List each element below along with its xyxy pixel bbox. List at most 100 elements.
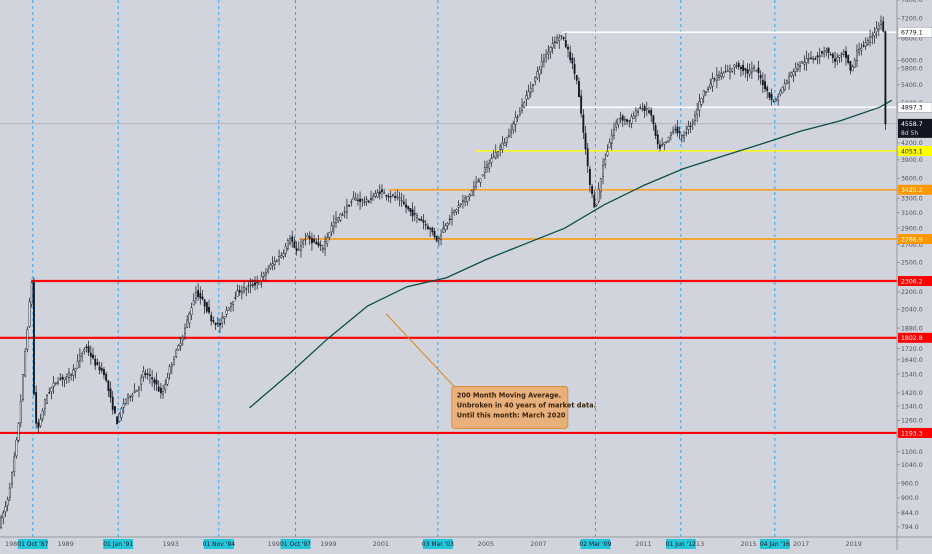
candle-body <box>339 213 342 221</box>
y-tick-label: 794.0 <box>901 524 919 531</box>
candle-body <box>492 156 495 159</box>
candle-body <box>13 456 16 473</box>
candle-body <box>81 353 84 357</box>
candle-body <box>621 115 624 121</box>
candle-body <box>462 200 464 203</box>
candle-body <box>711 78 714 87</box>
candle-body <box>422 220 425 223</box>
price-tag-2766.9 <box>898 234 932 245</box>
event-date-tag <box>103 539 134 549</box>
candle-body <box>810 57 812 59</box>
candle-body <box>591 186 594 195</box>
candle-body <box>742 64 745 72</box>
candle-body <box>691 121 694 124</box>
candle-body <box>214 322 217 326</box>
candle-body <box>356 199 359 201</box>
candle-body <box>192 300 195 306</box>
candle-body <box>8 487 11 498</box>
candle-body <box>722 72 725 77</box>
candle-body <box>630 116 633 124</box>
candle-body <box>656 134 659 145</box>
candle-body <box>83 348 86 352</box>
candle-body <box>429 228 432 230</box>
candle-body <box>273 260 276 265</box>
candle-body <box>820 51 823 54</box>
candle-body <box>735 65 738 67</box>
candle-body <box>440 234 442 240</box>
y-tick-label: 1720.0 <box>901 346 923 353</box>
candle-body <box>575 74 578 81</box>
candle-body <box>326 237 329 244</box>
candle-body <box>619 117 622 120</box>
event-date-tag <box>280 539 311 549</box>
candle-body <box>764 81 766 90</box>
candle-body <box>871 36 874 38</box>
candle-body <box>724 71 727 73</box>
candle-body <box>858 48 861 54</box>
candle-body <box>170 364 173 367</box>
candle-body <box>308 235 311 240</box>
candle-body <box>131 394 134 397</box>
candle-body <box>796 64 799 70</box>
candle-body <box>4 506 7 513</box>
candle-body <box>488 163 491 169</box>
candle-body <box>709 83 712 88</box>
candle-body <box>350 201 353 203</box>
candle-body <box>853 59 856 68</box>
candle-body <box>770 93 773 100</box>
candle-body <box>602 165 604 177</box>
candle-body <box>755 70 758 72</box>
candle-body <box>680 134 683 137</box>
x-tick-label: 1987 <box>5 540 21 548</box>
candle-body <box>168 366 171 375</box>
candle-body <box>157 386 160 392</box>
candle-body <box>335 218 337 224</box>
candle-body <box>829 54 832 56</box>
candle-body <box>836 57 839 62</box>
candle-body <box>849 61 852 71</box>
candle-body <box>304 238 307 241</box>
candle-body <box>41 410 44 419</box>
candle-body <box>105 373 108 381</box>
y-tick-label: 1260.0 <box>901 418 923 425</box>
candle-body <box>68 372 70 378</box>
candle-body <box>825 50 828 53</box>
candle-body <box>254 282 256 286</box>
candle-body <box>834 58 836 62</box>
candle-body <box>794 67 797 72</box>
candle-body <box>626 119 629 122</box>
candle-body <box>243 286 245 292</box>
candle-body <box>374 193 377 197</box>
candle-body <box>221 317 224 324</box>
candle-body <box>389 196 392 198</box>
candle-body <box>499 146 502 150</box>
candle-body <box>103 369 105 376</box>
candle-body <box>413 213 416 215</box>
candle-body <box>6 499 9 506</box>
candle-body <box>328 232 331 238</box>
candle-body <box>166 377 169 385</box>
candle-body <box>32 282 35 395</box>
candle-body <box>50 387 53 392</box>
candle-body <box>772 100 775 102</box>
candle-body <box>0 516 3 528</box>
candle-body <box>648 110 650 113</box>
candle-body <box>435 235 438 241</box>
price-tag-1802.8 <box>898 332 932 343</box>
countdown-label: 8d 5h <box>901 130 918 137</box>
price-tag-label: 2306.2 <box>901 278 923 285</box>
price-tag-1193.3 <box>898 427 932 438</box>
candle-body <box>823 51 826 55</box>
candle-body <box>799 65 801 68</box>
candle-body <box>146 373 149 376</box>
candle-body <box>225 310 228 315</box>
candle-body <box>15 439 18 457</box>
candle-body <box>459 203 462 205</box>
candle-body <box>481 174 484 177</box>
candle-body <box>880 20 882 25</box>
candle-body <box>750 68 753 73</box>
candle-body <box>321 247 324 250</box>
candle-body <box>842 51 845 55</box>
candle-body <box>779 90 782 95</box>
